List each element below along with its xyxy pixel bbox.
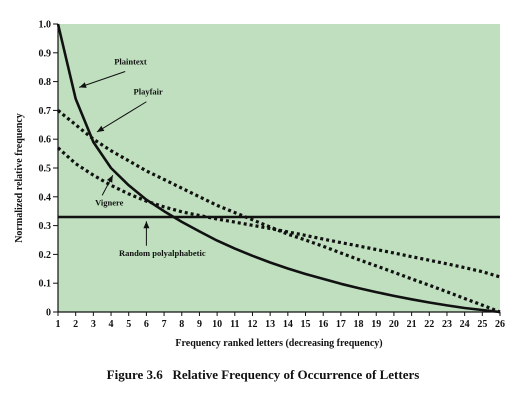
x-tick-label: 2 xyxy=(73,319,78,330)
chart: 00.10.20.30.40.50.60.70.80.91.01 2 3 4 5 6 7 8 9… xyxy=(0,0,526,360)
y-tick-label: 0.9 xyxy=(39,48,52,59)
x-tick-label: 7 xyxy=(162,319,167,330)
x-tick-label: 4 xyxy=(109,319,114,330)
x-axis-title: Frequency ranked letters (decreasing fre… xyxy=(175,338,382,349)
x-tick-label: 1 xyxy=(56,319,61,330)
annotation-label-random: Random polyalphabetic xyxy=(119,248,206,258)
y-tick-label: 0 xyxy=(46,308,51,319)
y-tick-label: 0.3 xyxy=(39,221,52,232)
x-tick-label: 14 xyxy=(283,319,293,330)
y-tick-label: 0.2 xyxy=(39,250,52,261)
annotation-label-plaintext: Plaintext xyxy=(114,56,147,66)
x-tick-label: 13 xyxy=(265,319,275,330)
x-tick-label: 18 xyxy=(354,319,364,330)
x-tick-label: 12 xyxy=(247,319,257,330)
x-tick-label: 6 xyxy=(144,319,149,330)
y-tick-label: 0.1 xyxy=(39,279,52,290)
x-tick-label: 15 xyxy=(301,319,311,330)
plot-background xyxy=(58,24,500,312)
y-tick-label: 0.8 xyxy=(39,77,52,88)
x-tick-label: 26 xyxy=(495,319,505,330)
figure-caption: Figure 3.6 Relative Frequency of Occurre… xyxy=(0,367,526,383)
y-tick-label: 0.6 xyxy=(39,135,52,146)
y-tick-label: 0.7 xyxy=(39,106,52,117)
x-tick-label: 19 xyxy=(371,319,381,330)
y-tick-label: 1.0 xyxy=(39,20,52,31)
annotation-label-playfair: Playfair xyxy=(134,87,163,97)
x-tick-label: 22 xyxy=(424,319,434,330)
x-tick-label: 3 xyxy=(91,319,96,330)
x-tick-label: 10 xyxy=(212,319,222,330)
y-tick-label: 0.5 xyxy=(39,164,52,175)
x-tick-label: 16 xyxy=(318,319,328,330)
x-tick-label: 5 xyxy=(126,319,131,330)
annotation-label-vignere: Vignere xyxy=(95,197,124,207)
x-tick-label: 23 xyxy=(442,319,452,330)
x-tick-label: 24 xyxy=(460,319,470,330)
x-tick-label: 11 xyxy=(230,319,239,330)
x-tick-label: 25 xyxy=(477,319,487,330)
x-tick-label: 17 xyxy=(336,319,346,330)
x-tick-label: 21 xyxy=(407,319,417,330)
y-axis-title: Normalized relative frequency xyxy=(14,113,25,243)
y-tick-label: 0.4 xyxy=(39,192,52,203)
x-tick-label: 8 xyxy=(179,319,184,330)
x-tick-label: 20 xyxy=(389,319,399,330)
x-tick-label: 9 xyxy=(197,319,202,330)
